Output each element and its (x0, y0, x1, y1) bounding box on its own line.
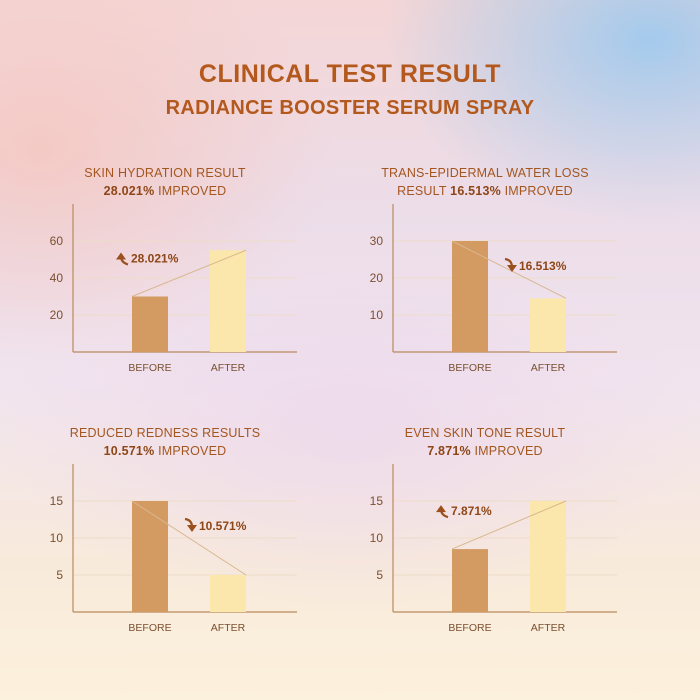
bar-before (452, 549, 488, 612)
x-category-label: BEFORE (448, 362, 491, 374)
chart-heading-line2: RESULT 16.513% IMPROVED (355, 182, 615, 200)
bar-after (210, 250, 246, 352)
chart-heading-line1: TRANS-EPIDERMAL WATER LOSS (381, 166, 589, 180)
arrow-down-icon (504, 257, 517, 272)
chart-heading-suffix: IMPROVED (500, 184, 573, 198)
chart-heading-value: 16.513% (450, 184, 501, 198)
arrow-down-icon (184, 517, 197, 532)
arrow-up-icon (116, 252, 129, 266)
chart-panel-1: SKIN HYDRATION RESULT 28.021% IMPROVED 20 4… (35, 164, 297, 414)
chart-heading: SKIN HYDRATION RESULT 28.021% IMPROVED (35, 164, 295, 200)
y-tick-label: 20 (50, 308, 64, 322)
y-tick-label: 15 (370, 494, 384, 508)
chart-heading-prefix: RESULT (397, 184, 451, 198)
delta-value-label: 28.021% (131, 252, 179, 266)
y-tick-label: 15 (50, 494, 64, 508)
y-tick-label: 10 (50, 531, 64, 545)
chart-heading-suffix: IMPROVED (154, 444, 227, 458)
chart-heading: EVEN SKIN TONE RESULT 7.871% IMPROVED (355, 424, 615, 460)
bar-chart-3: 5 10 15 BEFORE AFTER 10.571% (50, 464, 297, 634)
y-tick-label: 30 (370, 234, 384, 248)
trend-line (131, 249, 247, 297)
bar-chart-4: 5 10 15 BEFORE AFTER 7.871% (370, 464, 617, 634)
chart-panel-2: TRANS-EPIDERMAL WATER LOSS RESULT 16.513%… (355, 164, 617, 414)
bar-chart-1: 20 40 60 BEFORE AFTER 28.021% (50, 204, 297, 374)
delta-value-label: 16.513% (519, 259, 567, 273)
chart-heading: REDUCED REDNESS RESULTS 10.571% IMPROVED (35, 424, 295, 460)
chart-heading-line1: REDUCED REDNESS RESULTS (69, 426, 261, 440)
bar-before (132, 501, 168, 612)
x-category-label: AFTER (211, 362, 246, 374)
y-tick-label: 40 (50, 271, 64, 285)
page-subtitle: RADIANCE BOOSTER SERUM SPRAY (165, 97, 535, 119)
chart-heading-suffix: IMPROVED (470, 444, 543, 458)
trend-line (451, 500, 567, 550)
chart-heading-value: 7.871% (427, 444, 471, 458)
arrow-up-icon (436, 505, 449, 519)
chart-heading-suffix: IMPROVED (154, 184, 227, 198)
chart-heading: TRANS-EPIDERMAL WATER LOSS RESULT 16.513%… (355, 164, 615, 200)
delta-value-label: 7.871% (451, 504, 492, 518)
bar-after (530, 298, 566, 352)
page-title: CLINICAL TEST RESULT (198, 60, 502, 88)
chart-heading-line2: 28.021% IMPROVED (35, 182, 295, 200)
y-tick-label: 10 (370, 308, 384, 322)
bar-after (210, 575, 246, 612)
chart-heading-line2: 7.871% IMPROVED (355, 442, 615, 460)
x-category-label: BEFORE (448, 622, 491, 634)
bar-after (530, 501, 566, 612)
chart-panel-4: EVEN SKIN TONE RESULT 7.871% IMPROVED 5 10 1… (355, 424, 617, 674)
y-tick-label: 10 (370, 531, 384, 545)
x-category-label: AFTER (531, 362, 566, 374)
chart-heading-line2: 10.571% IMPROVED (35, 442, 295, 460)
delta-value-label: 10.571% (199, 519, 247, 533)
x-category-label: AFTER (531, 622, 566, 634)
chart-heading-line1: SKIN HYDRATION RESULT (84, 166, 246, 180)
x-category-label: BEFORE (128, 362, 171, 374)
y-tick-label: 5 (56, 568, 63, 582)
chart-heading-value: 28.021% (103, 184, 155, 198)
chart-heading-line1: EVEN SKIN TONE RESULT (404, 426, 566, 440)
y-tick-label: 20 (370, 271, 384, 285)
trend-line (131, 500, 247, 576)
y-tick-label: 5 (376, 568, 383, 582)
x-category-label: AFTER (211, 622, 246, 634)
chart-panel-3: REDUCED REDNESS RESULTS 10.571% IMPROVED 5… (35, 424, 297, 674)
trend-line (451, 240, 567, 299)
bar-chart-2: 10 20 30 BEFORE AFTER 16.513% (370, 204, 617, 374)
chart-heading-value: 10.571% (103, 444, 155, 458)
y-tick-label: 60 (50, 234, 64, 248)
bar-before (132, 296, 168, 352)
x-category-label: BEFORE (128, 622, 171, 634)
bar-before (452, 241, 488, 352)
